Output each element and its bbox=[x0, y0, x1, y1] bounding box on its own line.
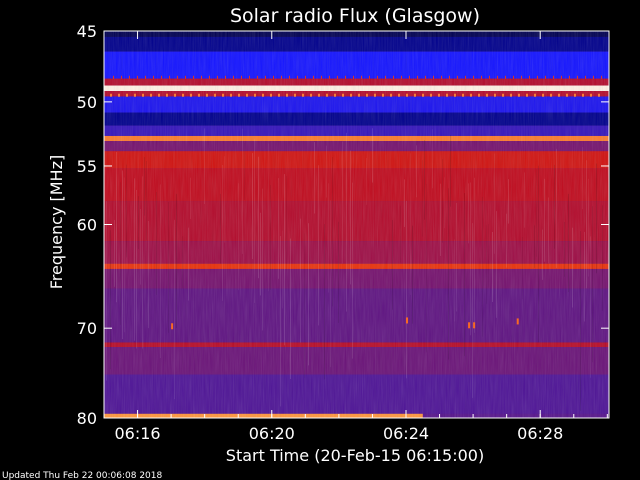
y-axis-label: Frequency [MHz] bbox=[47, 155, 66, 289]
x-axis-label: Start Time (20-Feb-15 06:15:00) bbox=[226, 446, 484, 465]
plot-area bbox=[103, 30, 610, 419]
y-tick-label: 55 bbox=[77, 157, 97, 176]
burst-spike bbox=[516, 318, 519, 325]
updated-timestamp: Updated Thu Feb 22 00:06:08 2018 bbox=[2, 471, 163, 480]
y-tick-label: 45 bbox=[77, 22, 97, 41]
y-tick-label: 70 bbox=[77, 319, 97, 338]
x-tick-label: 06:24 bbox=[383, 424, 429, 443]
x-tick-label: 06:20 bbox=[249, 424, 295, 443]
y-tick-label: 60 bbox=[77, 216, 97, 235]
y-tick-label: 80 bbox=[77, 409, 97, 428]
burst-spike bbox=[468, 322, 471, 329]
y-axis: 45 50 55 60 70 80 bbox=[77, 22, 609, 428]
x-tick-label: 06:16 bbox=[115, 424, 161, 443]
y-tick-label: 50 bbox=[77, 93, 97, 112]
burst-spike bbox=[405, 317, 408, 324]
burst-spike bbox=[171, 323, 174, 330]
x-tick-label: 06:28 bbox=[517, 424, 563, 443]
noise-overlay bbox=[104, 31, 609, 418]
chart-title: Solar radio Flux (Glasgow) bbox=[230, 5, 480, 27]
x-axis: 06:16 06:20 06:24 06:28 bbox=[103, 31, 608, 443]
burst-spike bbox=[473, 322, 476, 329]
